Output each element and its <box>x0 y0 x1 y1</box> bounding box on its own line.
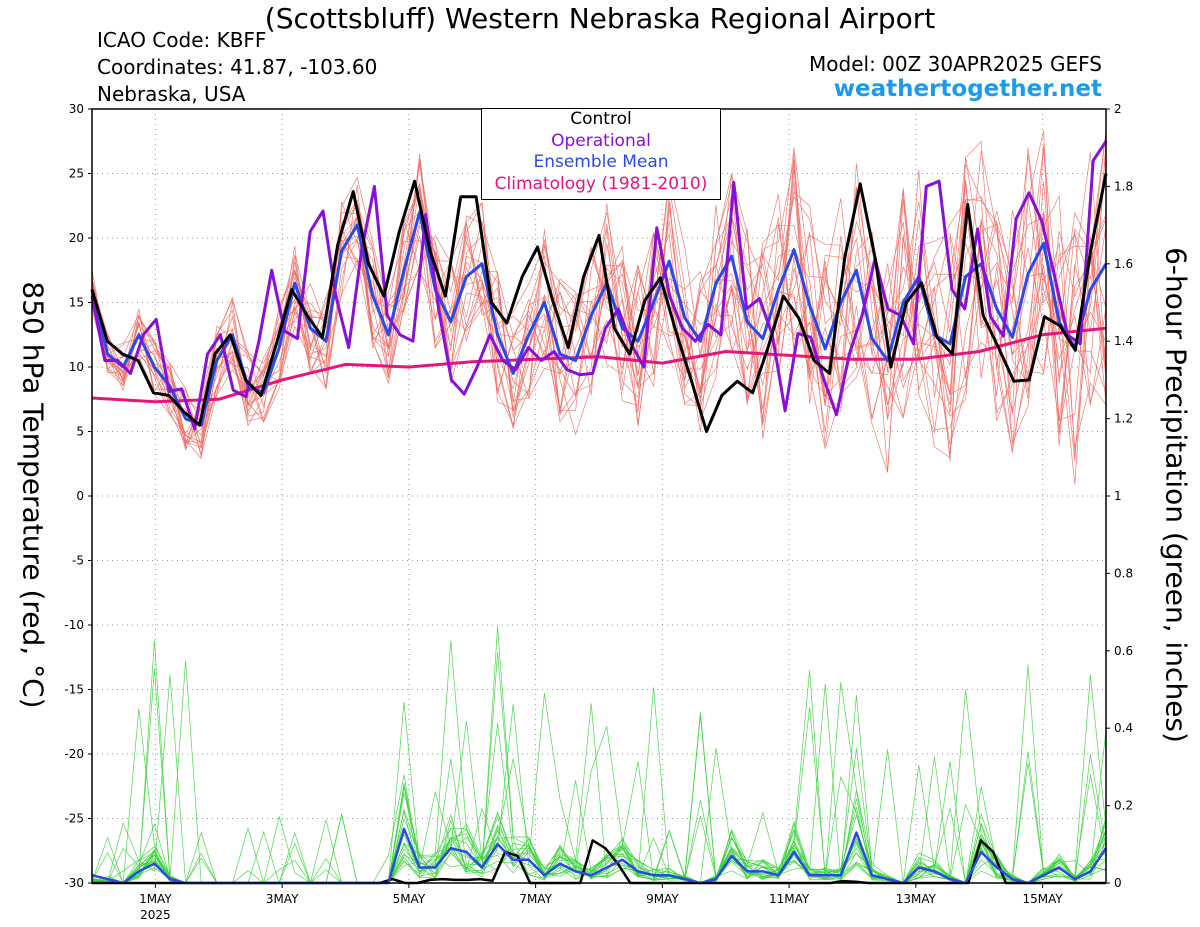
x-tick-label: 13MAY <box>896 892 937 906</box>
y2-tick-label: 1 <box>1114 489 1122 503</box>
model-run: Model: 00Z 30APR2025 GEFS <box>809 52 1102 76</box>
region: Nebraska, USA <box>97 82 246 106</box>
precip-member-line <box>91 787 1107 884</box>
y-tick-label: -25 <box>64 812 84 826</box>
temperature-member-line <box>91 153 1107 447</box>
y-tick-label: 10 <box>69 360 84 374</box>
legend: Control Operational Ensemble Mean Climat… <box>481 108 721 200</box>
x-tick-label: 3MAY <box>266 892 299 906</box>
temperature-member-line <box>91 176 1107 449</box>
precip-member-line <box>91 674 1107 884</box>
precip-member-line <box>91 683 1107 884</box>
ensemble-mean-precip-line <box>91 827 1108 885</box>
y2-tick-label: 1.6 <box>1114 257 1133 271</box>
y-tick-label: 25 <box>69 167 84 181</box>
x-tick-label: 9MAY <box>646 892 679 906</box>
operational-temp-line <box>90 140 1108 431</box>
icao-code: ICAO Code: KBFF <box>97 28 267 52</box>
y2-tick-label: 0.4 <box>1114 721 1133 735</box>
y2-tick-label: 2 <box>1114 102 1122 116</box>
x-tick-sublabel: 2025 <box>140 908 171 922</box>
legend-control: Control <box>570 109 632 129</box>
precip-member-line <box>91 664 1107 884</box>
right-axis-ticks: 2 1.8 1.6 1.4 1.2 1 0.8 0.6 0.4 0.2 0 <box>1106 102 1133 890</box>
y-tick-label: 5 <box>76 425 84 439</box>
y2-tick-label: 1.8 <box>1114 179 1133 193</box>
x-tick-label: 7MAY <box>519 892 552 906</box>
y-tick-label: 15 <box>69 296 84 310</box>
right-axis-label: 6-hour Precipitation (green, inches) <box>1159 247 1193 743</box>
legend-climatology: Climatology (1981-2010) <box>494 173 708 194</box>
temperature-member-line <box>91 153 1107 443</box>
y2-tick-label: 0 <box>1114 876 1122 890</box>
y-tick-label: -10 <box>64 618 84 632</box>
y-tick-label: 30 <box>69 102 84 116</box>
y2-tick-label: 1.2 <box>1114 412 1133 426</box>
site-link[interactable]: weathertogether.net <box>833 76 1102 102</box>
y-tick-label: -15 <box>64 683 84 697</box>
x-tick-label: 11MAY <box>769 892 810 906</box>
y2-tick-label: 0.6 <box>1114 644 1133 658</box>
coordinates: Coordinates: 41.87, -103.60 <box>97 55 378 79</box>
legend-operational: Operational <box>551 130 651 151</box>
y2-tick-label: 0.2 <box>1114 799 1133 813</box>
x-tick-label: 15MAY <box>1023 892 1064 906</box>
left-axis-label: 850 hPa Temperature (red, °C) <box>16 281 50 709</box>
precip-member-line <box>91 640 1107 884</box>
y2-tick-label: 0.8 <box>1114 566 1133 580</box>
chart-title: (Scottsbluff) Western Nebraska Regional … <box>264 2 936 35</box>
control-temp-line <box>90 173 1108 433</box>
temperature-member-line <box>91 184 1107 461</box>
left-axis-ticks: 30 25 20 15 10 5 0 -5 -10 -15 -20 -25 -30 <box>64 102 92 890</box>
climatology-1981-2010--temp-line <box>91 326 1107 404</box>
temperature-member-line <box>91 147 1107 462</box>
precip-member-line <box>91 674 1107 884</box>
grid <box>92 109 1106 883</box>
plot-frame <box>91 108 1107 884</box>
temperature-member-line <box>91 163 1107 455</box>
x-tick-label: 5MAY <box>393 892 426 906</box>
x-axis-ticks: 1MAY 2025 3MAY 5MAY 7MAY 9MAY 11MAY 13MAY 15MAY <box>139 883 1063 922</box>
y-tick-label: 0 <box>76 489 84 503</box>
precip-member-line <box>91 670 1107 884</box>
y-tick-label: 20 <box>69 231 84 245</box>
precip-member-line <box>91 668 1107 884</box>
temperature-member-line <box>91 156 1107 459</box>
y2-tick-label: 1.4 <box>1114 334 1133 348</box>
temperature-member-line <box>91 152 1107 457</box>
y-tick-label: -20 <box>64 747 84 761</box>
legend-ensemble-mean: Ensemble Mean <box>533 152 669 172</box>
y-tick-label: -5 <box>72 554 84 568</box>
y-tick-label: -30 <box>64 876 84 890</box>
x-tick-label: 1MAY <box>139 892 172 906</box>
precip-member-line <box>91 640 1107 884</box>
